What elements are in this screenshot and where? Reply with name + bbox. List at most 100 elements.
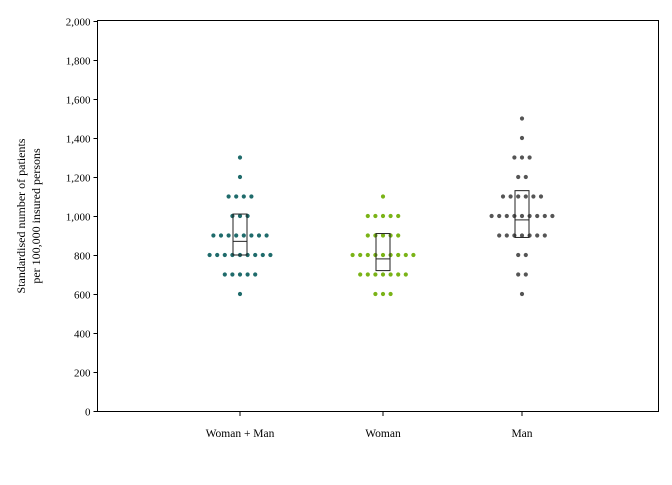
y-axis-title-line-2: per 100,000 insured persons bbox=[29, 148, 43, 284]
y-tick-label: 1,000 bbox=[66, 212, 91, 224]
data-point bbox=[504, 233, 509, 238]
data-point bbox=[380, 252, 386, 258]
data-point bbox=[512, 213, 517, 219]
data-point bbox=[358, 252, 363, 258]
data-point bbox=[222, 252, 227, 258]
data-point bbox=[523, 174, 528, 180]
data-point bbox=[358, 272, 363, 277]
data-point bbox=[500, 194, 506, 199]
data-point bbox=[519, 135, 525, 141]
data-point bbox=[234, 194, 239, 199]
data-point bbox=[237, 291, 243, 297]
data-point bbox=[373, 252, 378, 258]
data-point bbox=[388, 252, 393, 258]
y-tick-label: 400 bbox=[74, 329, 91, 341]
data-point bbox=[380, 233, 386, 238]
data-point bbox=[365, 272, 370, 277]
y-tick-label: 1,600 bbox=[66, 95, 91, 107]
data-point bbox=[249, 194, 254, 199]
data-point bbox=[211, 233, 216, 238]
data-point bbox=[222, 272, 227, 277]
data-point bbox=[388, 291, 393, 297]
data-point bbox=[512, 155, 517, 160]
y-tick-label: 1,400 bbox=[66, 134, 91, 146]
data-point bbox=[411, 252, 416, 258]
data-point bbox=[388, 213, 393, 219]
y-axis: 0 200 400 600 800 1,000 1,200 1,400 1,600 1,800 2,… bbox=[66, 17, 98, 419]
iqr-box bbox=[375, 233, 391, 272]
data-point bbox=[264, 233, 269, 238]
iqr-box bbox=[514, 190, 530, 238]
data-point bbox=[253, 252, 258, 258]
data-point bbox=[226, 194, 231, 199]
x-category-label: Woman bbox=[365, 428, 401, 440]
data-point bbox=[268, 252, 273, 258]
data-point bbox=[380, 194, 386, 199]
data-point bbox=[489, 213, 494, 219]
data-point bbox=[519, 116, 525, 121]
data-point bbox=[373, 272, 378, 277]
data-point bbox=[497, 233, 502, 238]
data-point bbox=[373, 213, 378, 219]
data-point bbox=[396, 272, 401, 277]
plot-marks bbox=[207, 116, 555, 297]
data-point bbox=[396, 252, 401, 258]
data-point bbox=[237, 174, 243, 180]
data-point bbox=[215, 252, 220, 258]
data-point bbox=[504, 213, 509, 219]
data-point bbox=[380, 272, 386, 277]
data-point bbox=[550, 213, 555, 219]
data-point bbox=[403, 272, 408, 277]
data-point bbox=[365, 252, 370, 258]
iqr-box bbox=[232, 213, 248, 256]
data-point bbox=[519, 213, 525, 219]
data-point bbox=[523, 272, 528, 277]
data-point bbox=[535, 233, 540, 238]
data-point bbox=[542, 213, 547, 219]
data-point bbox=[237, 272, 243, 277]
data-point bbox=[207, 252, 212, 258]
data-point bbox=[538, 194, 544, 199]
data-point bbox=[241, 194, 246, 199]
data-point bbox=[380, 291, 386, 297]
plot-frame bbox=[97, 20, 659, 412]
series-group bbox=[489, 116, 555, 297]
data-point bbox=[237, 155, 243, 160]
data-point bbox=[542, 233, 547, 238]
data-point bbox=[519, 291, 525, 297]
data-point bbox=[523, 194, 528, 199]
data-point bbox=[531, 194, 536, 199]
data-point bbox=[516, 194, 521, 199]
data-point bbox=[516, 252, 521, 258]
y-tick-label: 0 bbox=[85, 407, 91, 419]
data-point bbox=[516, 174, 521, 180]
x-axis: Woman + Man Woman Man bbox=[206, 411, 533, 440]
data-point bbox=[234, 233, 239, 238]
data-point bbox=[218, 233, 224, 238]
data-point bbox=[226, 233, 231, 238]
data-point bbox=[350, 252, 355, 258]
y-axis-title-line-1: Standardised number of patients bbox=[14, 138, 28, 293]
y-tick-label: 2,000 bbox=[66, 17, 91, 29]
y-tick-label: 200 bbox=[74, 368, 91, 380]
data-point bbox=[260, 252, 265, 258]
data-point bbox=[256, 233, 262, 238]
data-point bbox=[508, 194, 513, 199]
y-tick-label: 600 bbox=[74, 290, 91, 302]
data-point bbox=[519, 233, 525, 238]
data-point bbox=[396, 233, 401, 238]
series-group bbox=[350, 194, 416, 297]
data-point bbox=[237, 213, 243, 219]
data-point bbox=[388, 272, 393, 277]
data-point bbox=[380, 213, 386, 219]
data-point bbox=[230, 272, 235, 277]
data-point bbox=[535, 213, 540, 219]
data-point bbox=[365, 233, 370, 238]
data-point bbox=[516, 272, 521, 277]
data-point bbox=[241, 233, 246, 238]
x-category-label: Man bbox=[511, 428, 532, 440]
data-point bbox=[519, 155, 525, 160]
y-tick-label: 1,800 bbox=[66, 56, 91, 68]
data-point bbox=[527, 155, 532, 160]
